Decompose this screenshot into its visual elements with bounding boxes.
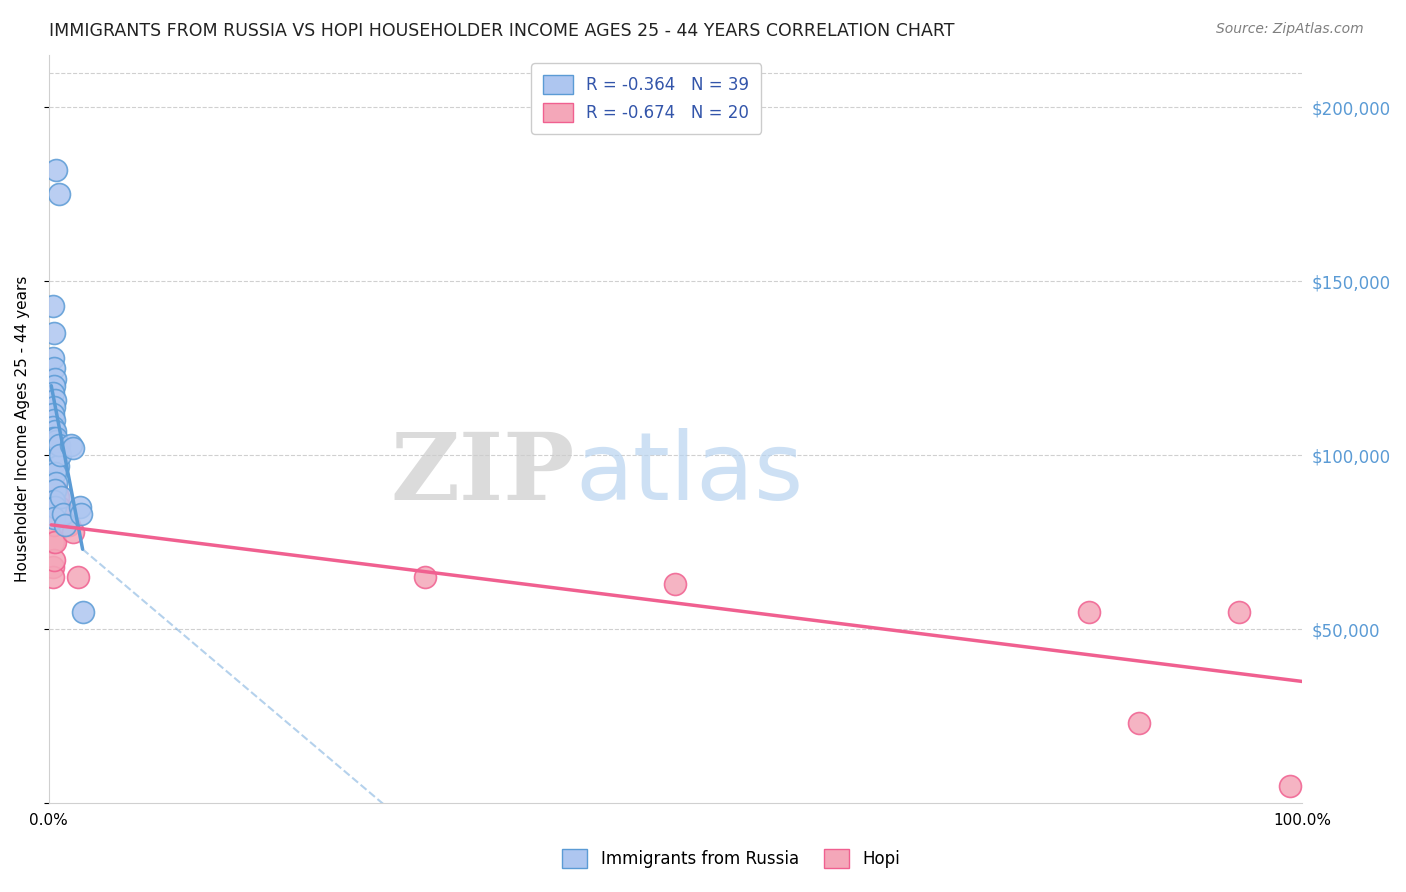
Point [42,361,65,376]
Point [53,508,76,522]
Point [62,442,84,456]
Point [1229,605,1251,619]
Point [44,392,66,407]
Point [44,438,66,452]
Text: Source: ZipAtlas.com: Source: ZipAtlas.com [1216,22,1364,37]
Point [41,559,63,574]
Point [42,400,65,414]
Point [41,570,63,584]
Point [45,483,67,497]
Text: IMMIGRANTS FROM RUSSIA VS HOPI HOUSEHOLDER INCOME AGES 25 - 44 YEARS CORRELATION: IMMIGRANTS FROM RUSSIA VS HOPI HOUSEHOLD… [49,22,955,40]
Point [42,413,65,427]
Point [58,517,80,532]
Point [70,508,93,522]
Point [48,500,70,515]
Point [69,500,91,515]
Point [41,431,63,445]
Text: ZIP: ZIP [391,429,575,519]
Point [44,372,66,386]
Point [42,444,65,458]
Point [42,511,65,525]
Legend: Immigrants from Russia, Hopi: Immigrants from Russia, Hopi [555,842,907,875]
Point [46,490,69,504]
Point [44,424,66,438]
Point [41,385,63,400]
Point [44,455,66,469]
Point [72,605,94,619]
Point [48,438,70,452]
Point [45,431,67,445]
Text: atlas: atlas [575,428,803,520]
Point [41,420,63,434]
Point [41,351,63,365]
Point [44,500,66,515]
Point [1278,779,1301,793]
Point [42,493,65,508]
Point [46,458,69,473]
Point [413,570,436,584]
Point [48,187,70,202]
Point [1078,605,1101,619]
Point [42,552,65,566]
Point [60,438,83,452]
Point [55,517,77,532]
Point [51,508,73,522]
Point [44,448,66,462]
Point [42,378,65,392]
Legend: R = -0.364   N = 39, R = -0.674   N = 20: R = -0.364 N = 39, R = -0.674 N = 20 [531,63,761,134]
Point [49,448,72,462]
Point [45,163,67,178]
Point [66,570,89,584]
Point [1128,716,1150,731]
Point [41,407,63,421]
Point [45,476,67,491]
Point [44,466,66,480]
Point [44,535,66,549]
Point [42,517,65,532]
Point [41,535,63,549]
Point [664,577,686,591]
Point [45,434,67,449]
Y-axis label: Householder Income Ages 25 - 44 years: Householder Income Ages 25 - 44 years [15,276,30,582]
Point [62,524,84,539]
Point [41,299,63,313]
Point [42,326,65,341]
Point [53,517,76,532]
Point [44,483,66,497]
Point [51,490,73,504]
